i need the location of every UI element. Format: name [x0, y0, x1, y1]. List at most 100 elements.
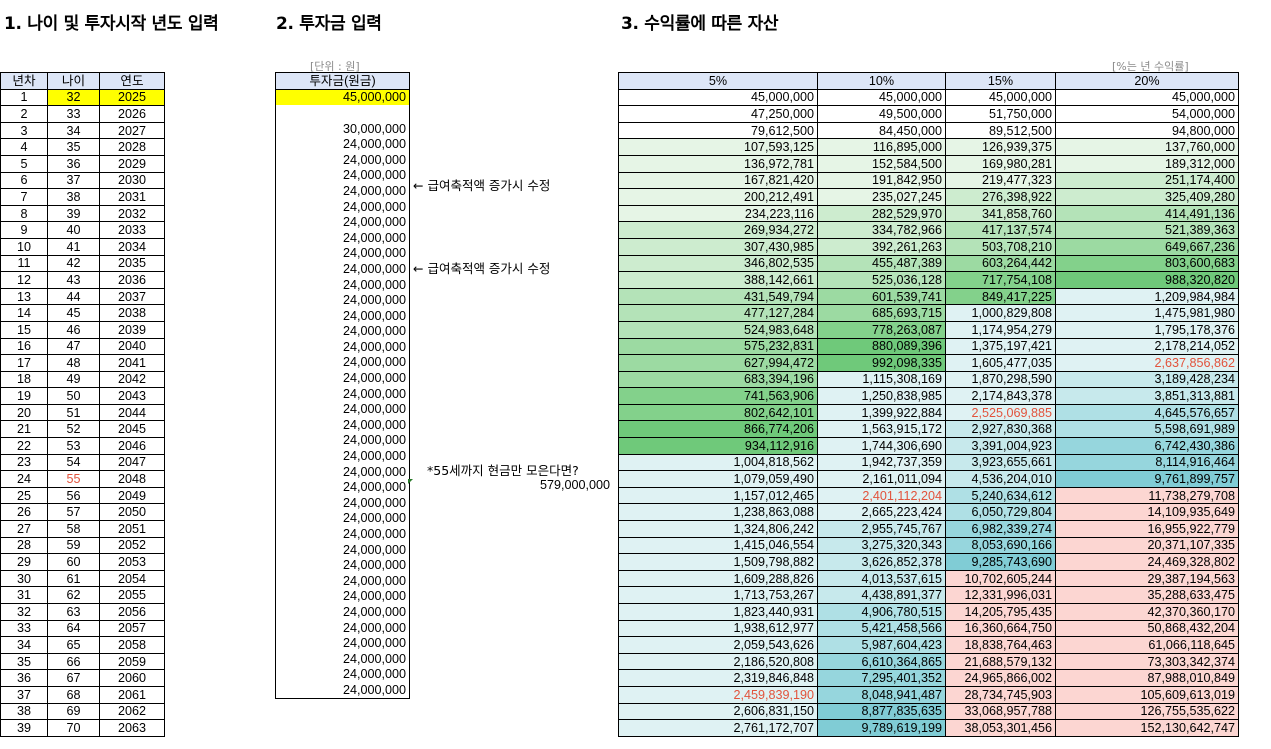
asset-value-cell[interactable]: 251,174,400 — [1055, 171, 1239, 190]
age-cell[interactable]: 36 — [47, 154, 100, 173]
asset-value-cell[interactable]: 54,000,000 — [1055, 105, 1239, 123]
year-cell[interactable]: 2025 — [99, 88, 165, 107]
asset-value-cell[interactable]: 2,459,839,190 — [618, 685, 818, 704]
asset-value-cell[interactable]: 38,053,301,456 — [945, 719, 1056, 737]
asset-value-cell[interactable]: 116,895,000 — [817, 138, 946, 156]
asset-value-cell[interactable]: 20,371,107,335 — [1055, 536, 1239, 555]
investment-cell[interactable]: 24,000,000 — [275, 245, 410, 262]
asset-value-cell[interactable]: 137,760,000 — [1055, 138, 1239, 156]
asset-value-cell[interactable]: 167,821,420 — [618, 171, 818, 190]
year-index-cell[interactable]: 39 — [0, 719, 48, 737]
investment-cell[interactable]: 24,000,000 — [275, 463, 410, 480]
year-cell[interactable]: 2055 — [99, 586, 165, 604]
asset-value-cell[interactable]: 6,610,364,865 — [817, 652, 946, 671]
asset-value-cell[interactable]: 2,401,112,204 — [817, 486, 946, 505]
year-cell[interactable]: 2043 — [99, 387, 165, 405]
age-cell[interactable]: 34 — [47, 121, 100, 140]
asset-value-cell[interactable]: 1,004,818,562 — [618, 453, 818, 472]
age-cell[interactable]: 61 — [47, 569, 100, 588]
age-cell[interactable]: 45 — [47, 304, 100, 322]
investment-cell[interactable]: 24,000,000 — [275, 541, 410, 558]
year-index-cell[interactable]: 19 — [0, 387, 48, 405]
asset-value-cell[interactable]: 603,264,442 — [945, 254, 1056, 273]
asset-value-cell[interactable]: 1,375,197,421 — [945, 337, 1056, 356]
asset-value-cell[interactable]: 1,938,612,977 — [618, 619, 818, 638]
year-index-cell[interactable]: 6 — [0, 171, 48, 190]
year-index-cell[interactable]: 23 — [0, 453, 48, 472]
asset-value-cell[interactable]: 45,000,000 — [945, 88, 1056, 107]
investment-cell[interactable]: 24,000,000 — [275, 292, 410, 308]
asset-value-cell[interactable]: 803,600,683 — [1055, 254, 1239, 273]
investment-cell[interactable]: 24,000,000 — [275, 151, 410, 168]
age-cell[interactable]: 46 — [47, 320, 100, 339]
asset-value-cell[interactable]: 269,934,272 — [618, 221, 818, 239]
asset-value-cell[interactable]: 24,469,328,802 — [1055, 553, 1239, 571]
age-cell[interactable]: 66 — [47, 652, 100, 671]
asset-value-cell[interactable]: 455,487,389 — [817, 254, 946, 273]
asset-value-cell[interactable]: 477,127,284 — [618, 304, 818, 322]
asset-value-cell[interactable]: 73,303,342,374 — [1055, 652, 1239, 671]
asset-value-cell[interactable]: 524,983,648 — [618, 320, 818, 339]
age-cell[interactable]: 52 — [47, 420, 100, 439]
age-cell[interactable]: 49 — [47, 370, 100, 389]
investment-cell[interactable]: 24,000,000 — [275, 307, 410, 324]
year-index-cell[interactable]: 7 — [0, 188, 48, 206]
year-index-cell[interactable]: 21 — [0, 420, 48, 439]
year-cell[interactable]: 2039 — [99, 320, 165, 339]
asset-value-cell[interactable]: 28,734,745,903 — [945, 685, 1056, 704]
asset-value-cell[interactable]: 6,982,339,274 — [945, 520, 1056, 538]
year-index-cell[interactable]: 16 — [0, 337, 48, 356]
year-cell[interactable]: 2058 — [99, 636, 165, 654]
year-index-cell[interactable]: 35 — [0, 652, 48, 671]
year-cell[interactable]: 2035 — [99, 254, 165, 273]
year-cell[interactable]: 2033 — [99, 221, 165, 239]
asset-value-cell[interactable]: 503,708,210 — [945, 237, 1056, 256]
asset-value-cell[interactable]: 105,609,613,019 — [1055, 685, 1239, 704]
asset-value-cell[interactable]: 1,415,046,554 — [618, 536, 818, 555]
asset-value-cell[interactable]: 717,754,108 — [945, 271, 1056, 289]
asset-value-cell[interactable]: 8,877,835,635 — [817, 702, 946, 721]
year-cell[interactable]: 2056 — [99, 603, 165, 621]
year-index-cell[interactable]: 11 — [0, 254, 48, 273]
asset-value-cell[interactable]: 2,525,069,885 — [945, 403, 1056, 422]
investment-cell[interactable]: 30,000,000 — [275, 120, 410, 137]
asset-value-cell[interactable]: 307,430,985 — [618, 237, 818, 256]
asset-value-cell[interactable]: 2,637,856,862 — [1055, 354, 1239, 372]
age-cell[interactable]: 58 — [47, 520, 100, 538]
investment-cell[interactable]: 24,000,000 — [275, 666, 410, 683]
asset-value-cell[interactable]: 866,774,206 — [618, 420, 818, 439]
year-index-cell[interactable]: 25 — [0, 486, 48, 505]
year-index-cell[interactable]: 30 — [0, 569, 48, 588]
asset-value-cell[interactable]: 1,609,288,826 — [618, 569, 818, 588]
age-cell[interactable]: 33 — [47, 105, 100, 123]
age-cell[interactable]: 42 — [47, 254, 100, 273]
asset-value-cell[interactable]: 525,036,128 — [817, 271, 946, 289]
asset-value-cell[interactable]: 152,130,642,747 — [1055, 719, 1239, 737]
asset-value-cell[interactable]: 7,295,401,352 — [817, 669, 946, 687]
year-cell[interactable]: 2036 — [99, 271, 165, 289]
year-cell[interactable]: 2046 — [99, 437, 165, 455]
year-cell[interactable]: 2030 — [99, 171, 165, 190]
age-cell[interactable]: 68 — [47, 685, 100, 704]
asset-value-cell[interactable]: 136,972,781 — [618, 154, 818, 173]
investment-cell[interactable]: 24,000,000 — [275, 448, 410, 464]
asset-value-cell[interactable]: 107,593,125 — [618, 138, 818, 156]
age-cell[interactable]: 69 — [47, 702, 100, 721]
asset-value-cell[interactable]: 1,250,838,985 — [817, 387, 946, 405]
asset-value-cell[interactable]: 1,174,954,279 — [945, 320, 1056, 339]
investment-cell[interactable]: 24,000,000 — [275, 183, 410, 199]
year-index-cell[interactable]: 17 — [0, 354, 48, 372]
asset-value-cell[interactable]: 24,965,866,002 — [945, 669, 1056, 687]
year-cell[interactable]: 2042 — [99, 370, 165, 389]
year-cell[interactable]: 2034 — [99, 237, 165, 256]
asset-value-cell[interactable]: 3,626,852,378 — [817, 553, 946, 571]
year-cell[interactable]: 2059 — [99, 652, 165, 671]
asset-value-cell[interactable]: 2,319,846,848 — [618, 669, 818, 687]
year-cell[interactable]: 2032 — [99, 204, 165, 223]
age-cell[interactable]: 53 — [47, 437, 100, 455]
age-cell[interactable]: 55 — [47, 470, 100, 488]
age-cell[interactable]: 43 — [47, 271, 100, 289]
investment-cell[interactable]: 24,000,000 — [275, 354, 410, 371]
investment-cell[interactable]: 24,000,000 — [275, 385, 410, 402]
asset-value-cell[interactable]: 1,713,753,267 — [618, 586, 818, 604]
